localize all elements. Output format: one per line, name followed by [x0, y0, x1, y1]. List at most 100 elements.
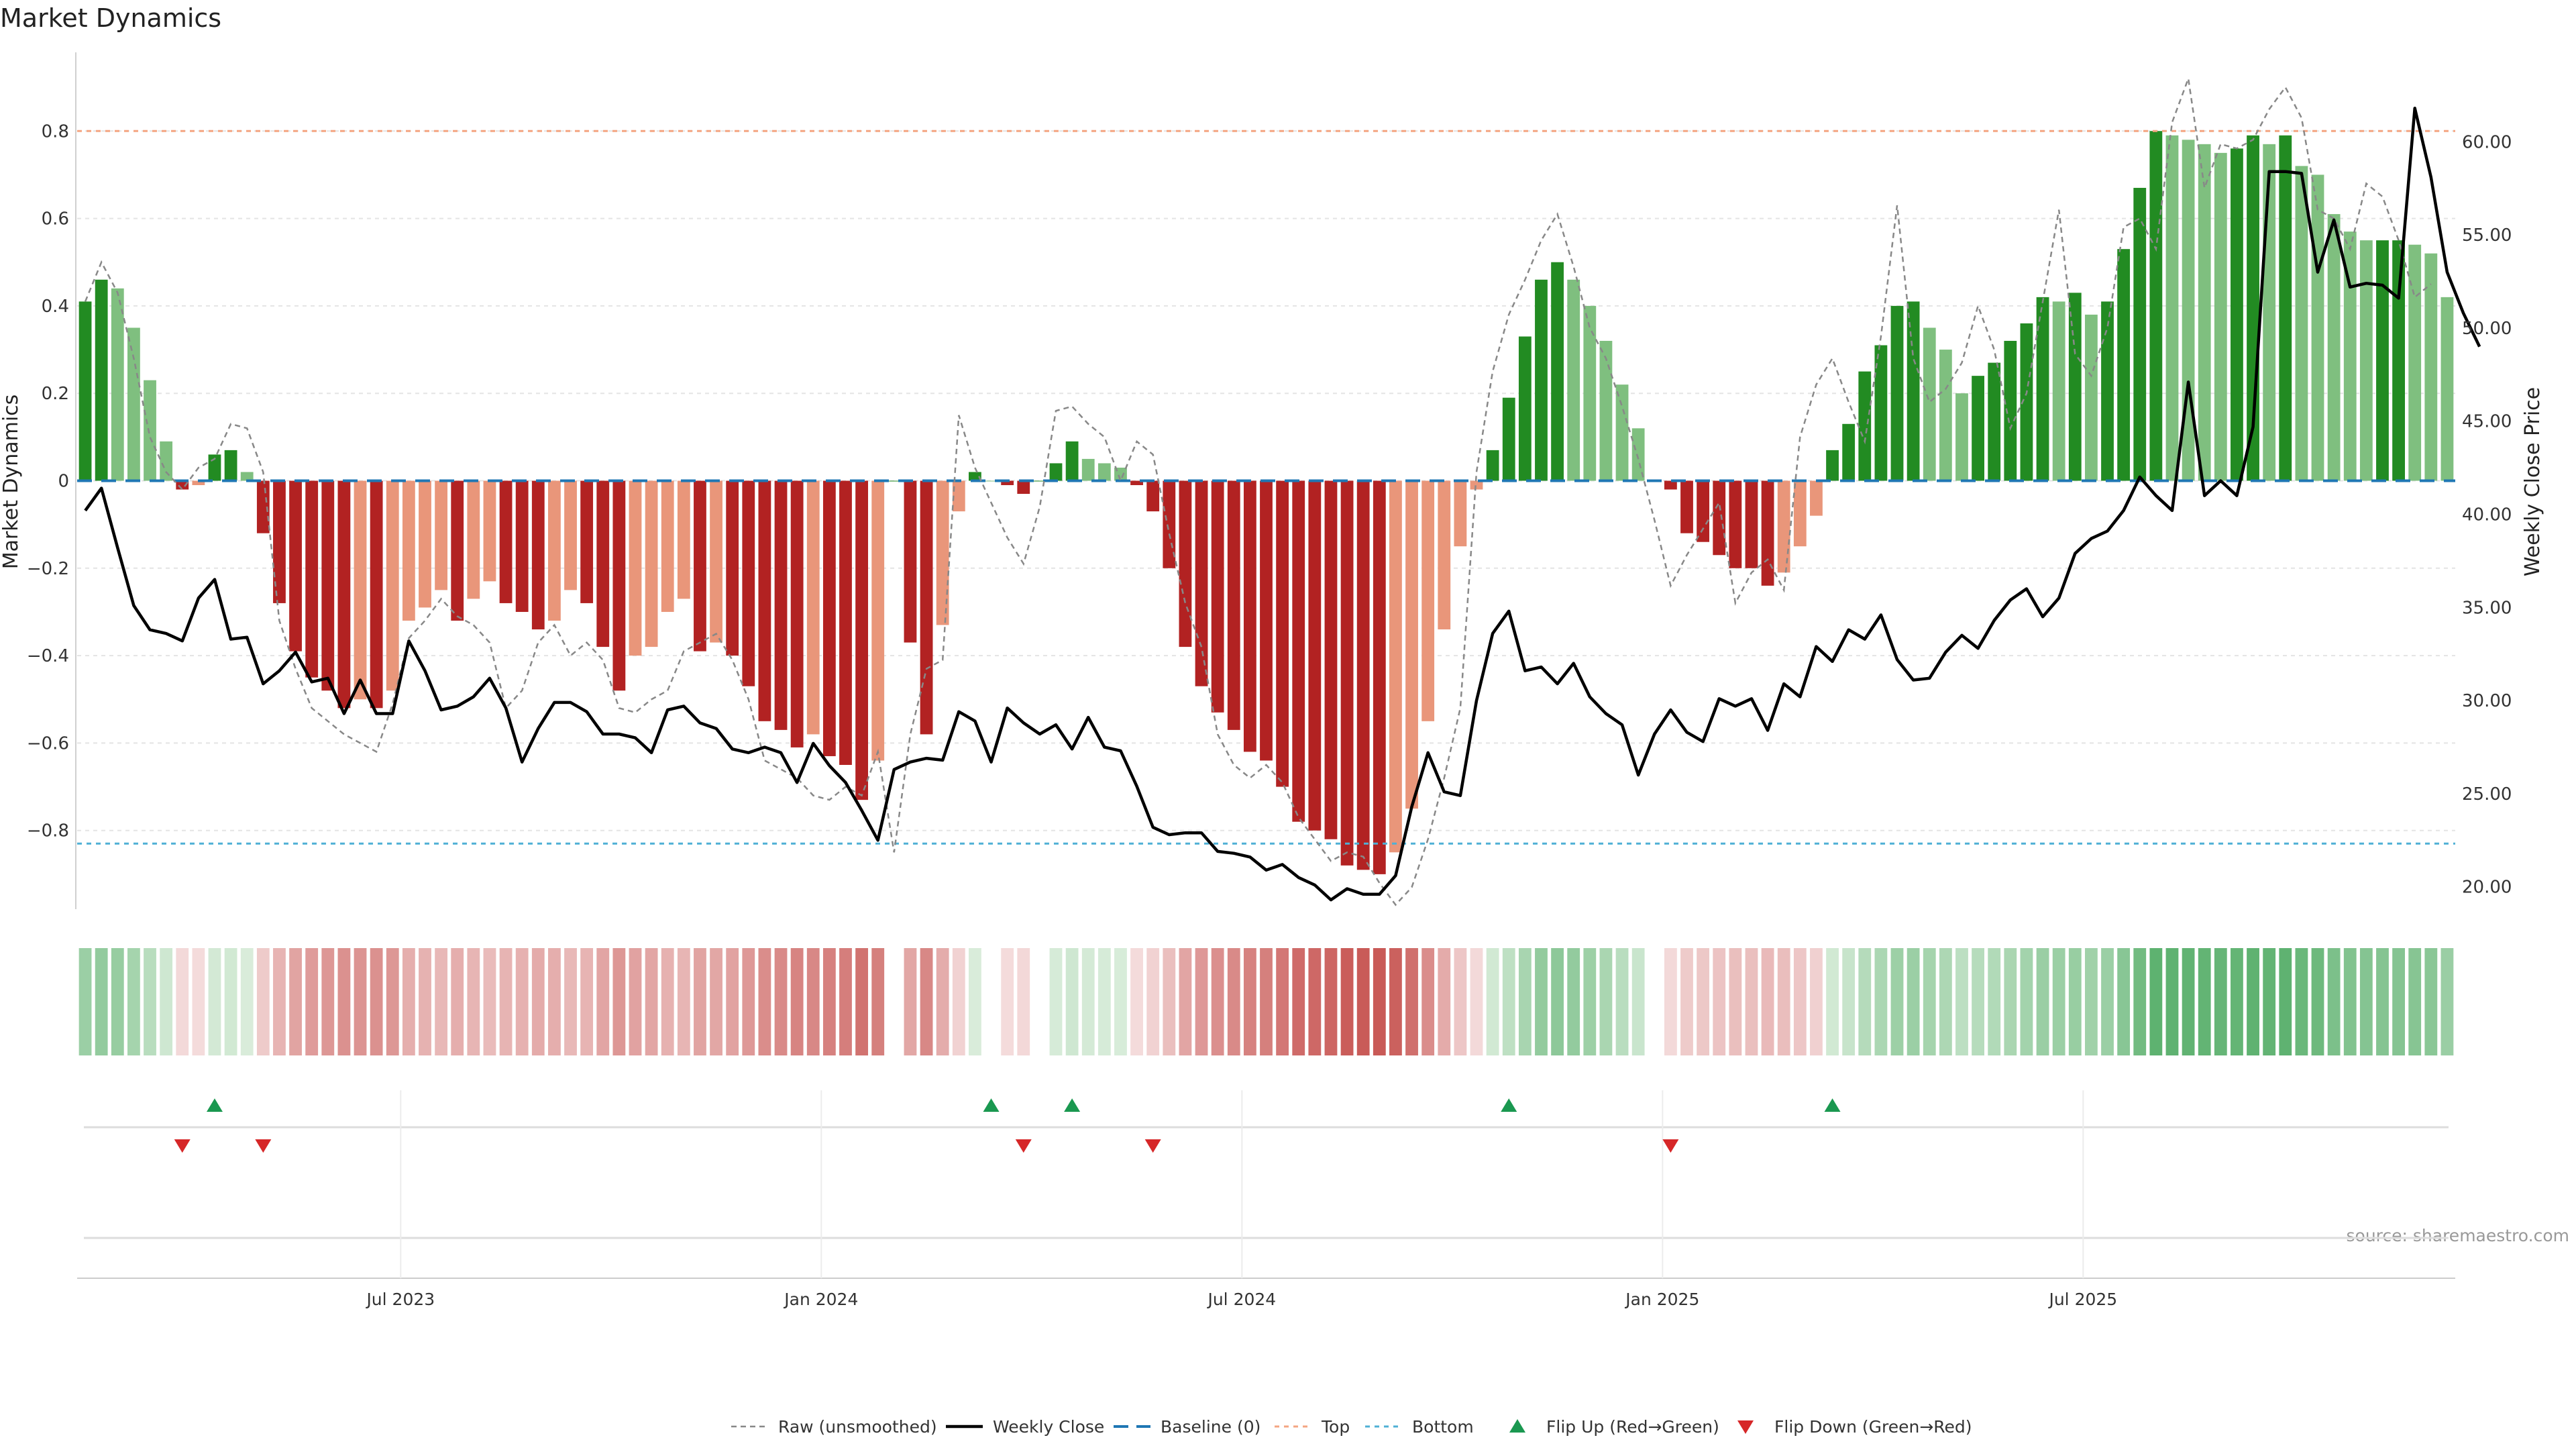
bar: [354, 480, 367, 700]
heat-cell: [176, 948, 189, 1055]
heat-cell: [1907, 948, 1920, 1055]
bar: [1405, 480, 1418, 809]
y-right-axis-label: Weekly Close Price: [2521, 387, 2544, 576]
heat-cell: [1179, 948, 1192, 1055]
heat-cell: [629, 948, 642, 1055]
heat-cell: [2004, 948, 2017, 1055]
bar-series: [78, 131, 2454, 874]
heat-cell: [1745, 948, 1758, 1055]
flip-down-marker: [1015, 1139, 1032, 1153]
y-right-tick-label: 35.00: [2462, 598, 2512, 618]
bar: [2004, 341, 2017, 481]
heat-cell: [612, 948, 626, 1055]
bar: [1583, 305, 1597, 481]
heat-cell: [256, 948, 270, 1055]
bar: [920, 480, 933, 735]
bar: [806, 480, 820, 735]
bar: [985, 480, 998, 482]
bar: [710, 480, 722, 643]
heat-cell: [1146, 948, 1160, 1055]
bar: [1793, 480, 1807, 547]
heat-cell: [483, 948, 496, 1055]
bar: [1777, 480, 1790, 573]
heat-cell: [1631, 948, 1645, 1055]
bar: [2149, 131, 2163, 481]
heat-cell: [1955, 948, 1968, 1055]
heat-cell: [2214, 948, 2227, 1055]
axes: 0.8 0.6 0.4 0.2 0 −0.2 −0.4 −0.6 −0.8 60.00 55.00 5…: [0, 52, 2544, 909]
bar: [2311, 174, 2324, 481]
heat-cell: [1097, 948, 1111, 1055]
bar: [2408, 244, 2422, 481]
heat-cell: [2117, 948, 2131, 1055]
bar: [952, 480, 965, 512]
heat-cell: [1567, 948, 1580, 1055]
heat-cell: [985, 948, 998, 1055]
bar: [402, 480, 415, 621]
heat-cell: [2295, 948, 2308, 1055]
heat-cell: [1502, 948, 1515, 1055]
bar: [2231, 148, 2243, 481]
bar: [1486, 450, 1499, 481]
heat-cell: [1292, 948, 1305, 1055]
bar: [564, 480, 577, 590]
bar: [1356, 480, 1370, 870]
heat-cell: [694, 948, 706, 1055]
legend-label: Flip Down (Green→Red): [1774, 1417, 1972, 1437]
bar: [1195, 480, 1208, 686]
bar: [1697, 480, 1710, 542]
heat-cell: [742, 948, 755, 1055]
line-series: [77, 78, 2481, 906]
bar: [127, 327, 140, 481]
heat-cell: [2408, 948, 2422, 1055]
legend-swatch-flip-up: [1509, 1419, 1525, 1433]
heat-cell: [2198, 948, 2211, 1055]
heat-cell: [1729, 948, 1742, 1055]
heat-cell: [2182, 948, 2195, 1055]
heat-cell: [386, 948, 399, 1055]
heat-cell: [2440, 948, 2454, 1055]
bar: [1438, 480, 1451, 630]
bar: [256, 480, 270, 533]
bar: [515, 480, 529, 612]
bar: [1146, 480, 1160, 512]
bar: [1065, 441, 1079, 481]
bar: [2101, 301, 2114, 481]
bar: [936, 480, 949, 625]
bar: [435, 480, 448, 590]
bar: [1615, 384, 1629, 481]
heat-cell: [790, 948, 804, 1055]
bar: [1810, 480, 1823, 516]
heat-cell: [1713, 948, 1726, 1055]
heat-cell: [2101, 948, 2114, 1055]
heat-cell: [2424, 948, 2438, 1055]
bar: [386, 480, 399, 691]
x-tick-label: Jul 2024: [1206, 1290, 1276, 1309]
bar: [2133, 187, 2147, 481]
bar: [2052, 301, 2065, 481]
bar: [1389, 480, 1402, 853]
heat-cell: [1761, 948, 1774, 1055]
heat-cell: [1049, 948, 1063, 1055]
bar: [1502, 397, 1515, 481]
heat-cell: [596, 948, 610, 1055]
heat-cell: [1972, 948, 1984, 1055]
heat-cell: [1195, 948, 1208, 1055]
bar: [1858, 371, 1872, 481]
heat-cell: [1535, 948, 1548, 1055]
heat-cell: [1826, 948, 1839, 1055]
heat-cell: [1551, 948, 1564, 1055]
heat-cell: [2133, 948, 2147, 1055]
heat-cell: [871, 948, 885, 1055]
flip-down-marker: [1662, 1139, 1679, 1153]
heat-cell: [1890, 948, 1904, 1055]
heat-cell: [467, 948, 480, 1055]
heat-cell: [1017, 948, 1030, 1055]
bar: [2327, 214, 2341, 481]
heat-cell: [969, 948, 981, 1055]
heat-cell: [1276, 948, 1289, 1055]
heat-cell: [1454, 948, 1467, 1055]
y-right-tick-label: 55.00: [2462, 225, 2512, 246]
bar: [451, 480, 464, 621]
bar: [1373, 480, 1386, 874]
